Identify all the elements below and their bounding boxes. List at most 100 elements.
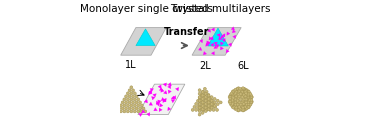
Circle shape: [191, 108, 194, 111]
Circle shape: [202, 108, 204, 111]
Circle shape: [205, 96, 208, 99]
Circle shape: [235, 91, 237, 93]
Circle shape: [245, 98, 247, 101]
Circle shape: [235, 106, 237, 108]
Text: Twisted multilayers: Twisted multilayers: [170, 4, 271, 14]
Text: 1L: 1L: [125, 60, 137, 70]
Circle shape: [135, 101, 138, 104]
Circle shape: [229, 100, 232, 103]
Circle shape: [201, 94, 204, 97]
Circle shape: [212, 108, 215, 111]
Circle shape: [119, 104, 122, 107]
Circle shape: [239, 95, 242, 98]
Polygon shape: [214, 42, 217, 45]
Circle shape: [237, 109, 240, 112]
Polygon shape: [139, 113, 143, 117]
Circle shape: [204, 103, 207, 106]
Circle shape: [235, 106, 238, 108]
Circle shape: [123, 110, 126, 113]
Circle shape: [245, 108, 247, 111]
Polygon shape: [159, 108, 162, 112]
Circle shape: [238, 106, 240, 109]
Circle shape: [237, 97, 240, 99]
Circle shape: [123, 98, 126, 101]
Circle shape: [232, 101, 234, 104]
Circle shape: [236, 88, 239, 91]
Circle shape: [201, 91, 204, 93]
Circle shape: [204, 92, 207, 95]
Circle shape: [205, 108, 208, 111]
Circle shape: [229, 99, 231, 101]
Circle shape: [231, 97, 234, 100]
Circle shape: [209, 102, 212, 105]
Circle shape: [237, 94, 240, 96]
Circle shape: [121, 107, 124, 110]
Polygon shape: [220, 42, 224, 45]
Polygon shape: [138, 84, 185, 115]
Circle shape: [247, 100, 249, 103]
Circle shape: [247, 101, 249, 104]
Polygon shape: [209, 37, 212, 40]
Circle shape: [245, 106, 247, 109]
Circle shape: [232, 96, 234, 98]
Circle shape: [232, 102, 234, 104]
Circle shape: [132, 95, 135, 98]
Circle shape: [247, 106, 249, 108]
Circle shape: [204, 106, 207, 109]
Circle shape: [242, 106, 244, 108]
Circle shape: [236, 108, 239, 111]
Circle shape: [249, 96, 252, 98]
Polygon shape: [160, 87, 163, 91]
Polygon shape: [152, 96, 155, 100]
Circle shape: [242, 87, 244, 89]
Circle shape: [244, 90, 246, 92]
Circle shape: [229, 102, 231, 104]
Circle shape: [195, 108, 198, 111]
Circle shape: [232, 97, 234, 99]
Circle shape: [132, 89, 135, 92]
Circle shape: [231, 106, 234, 108]
Circle shape: [126, 92, 129, 95]
Circle shape: [234, 103, 237, 106]
Circle shape: [234, 92, 237, 95]
Circle shape: [251, 96, 253, 98]
Circle shape: [246, 103, 248, 106]
Circle shape: [249, 97, 251, 100]
Circle shape: [245, 95, 247, 98]
Circle shape: [230, 92, 233, 95]
Circle shape: [197, 105, 199, 108]
Polygon shape: [154, 108, 157, 111]
Circle shape: [248, 94, 250, 96]
Polygon shape: [160, 104, 163, 107]
Polygon shape: [150, 89, 153, 92]
Polygon shape: [171, 96, 175, 99]
Circle shape: [242, 106, 244, 109]
Circle shape: [235, 96, 237, 98]
Circle shape: [240, 107, 243, 110]
Circle shape: [126, 110, 129, 113]
Circle shape: [244, 96, 246, 98]
Circle shape: [239, 107, 241, 110]
Circle shape: [236, 97, 239, 99]
Circle shape: [250, 96, 253, 98]
Circle shape: [228, 100, 231, 103]
Circle shape: [231, 93, 234, 95]
Circle shape: [242, 108, 244, 111]
Polygon shape: [226, 49, 229, 53]
Circle shape: [249, 99, 251, 101]
Circle shape: [243, 109, 246, 111]
Circle shape: [237, 91, 240, 93]
Circle shape: [210, 103, 213, 106]
Circle shape: [241, 96, 243, 98]
Polygon shape: [210, 37, 213, 40]
Circle shape: [245, 93, 247, 95]
Circle shape: [248, 100, 250, 102]
Circle shape: [234, 104, 237, 107]
Polygon shape: [208, 28, 228, 46]
Circle shape: [234, 108, 237, 111]
Circle shape: [144, 110, 147, 113]
Circle shape: [205, 102, 208, 105]
Circle shape: [249, 101, 252, 104]
Circle shape: [133, 110, 136, 113]
Circle shape: [233, 103, 236, 106]
